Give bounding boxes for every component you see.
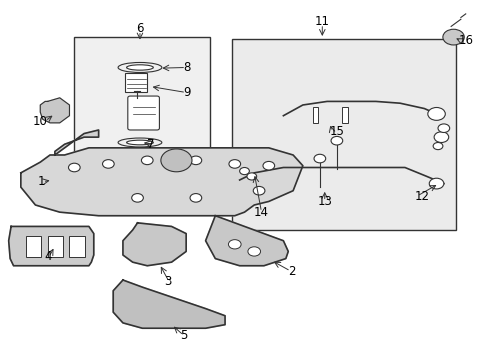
- Text: 1: 1: [38, 175, 45, 188]
- Text: 8: 8: [183, 61, 191, 74]
- Text: 5: 5: [180, 329, 187, 342]
- Bar: [26, 236, 41, 257]
- Circle shape: [247, 247, 260, 256]
- Circle shape: [432, 143, 442, 150]
- Circle shape: [228, 159, 240, 168]
- Circle shape: [246, 173, 256, 180]
- FancyBboxPatch shape: [127, 96, 159, 130]
- Circle shape: [239, 167, 249, 175]
- Text: 4: 4: [44, 250, 51, 263]
- Circle shape: [313, 154, 325, 163]
- Text: 15: 15: [329, 125, 344, 138]
- Ellipse shape: [126, 140, 153, 145]
- Text: 16: 16: [458, 34, 472, 47]
- Circle shape: [263, 161, 274, 170]
- Polygon shape: [205, 216, 287, 266]
- Polygon shape: [40, 98, 69, 123]
- Ellipse shape: [126, 65, 153, 70]
- Circle shape: [442, 29, 463, 45]
- Text: 7: 7: [147, 138, 154, 151]
- Text: 14: 14: [253, 206, 268, 219]
- Polygon shape: [9, 226, 94, 266]
- Text: 10: 10: [33, 114, 47, 127]
- Polygon shape: [113, 280, 224, 328]
- Circle shape: [190, 194, 201, 202]
- Circle shape: [228, 240, 241, 249]
- Text: 12: 12: [414, 190, 429, 203]
- Bar: [312, 107, 318, 123]
- Circle shape: [141, 156, 153, 165]
- Bar: [47, 236, 63, 257]
- Circle shape: [253, 186, 264, 195]
- Text: 13: 13: [317, 195, 331, 208]
- Polygon shape: [55, 130, 99, 155]
- Bar: [341, 107, 347, 123]
- Bar: [232, 39, 455, 230]
- Bar: [69, 236, 85, 257]
- Circle shape: [161, 149, 192, 172]
- Circle shape: [437, 124, 449, 132]
- Circle shape: [190, 156, 201, 165]
- Circle shape: [428, 178, 443, 189]
- Circle shape: [131, 194, 143, 202]
- Circle shape: [102, 159, 114, 168]
- Polygon shape: [122, 223, 186, 266]
- Text: 11: 11: [314, 14, 329, 27]
- Polygon shape: [21, 148, 302, 216]
- Text: 6: 6: [136, 22, 143, 35]
- Circle shape: [68, 163, 80, 172]
- Text: 9: 9: [183, 86, 191, 99]
- Text: 3: 3: [164, 275, 171, 288]
- Circle shape: [330, 136, 342, 145]
- Bar: [125, 73, 147, 93]
- Text: 2: 2: [287, 265, 295, 278]
- Circle shape: [433, 132, 448, 143]
- Circle shape: [427, 108, 445, 120]
- Bar: [74, 37, 210, 167]
